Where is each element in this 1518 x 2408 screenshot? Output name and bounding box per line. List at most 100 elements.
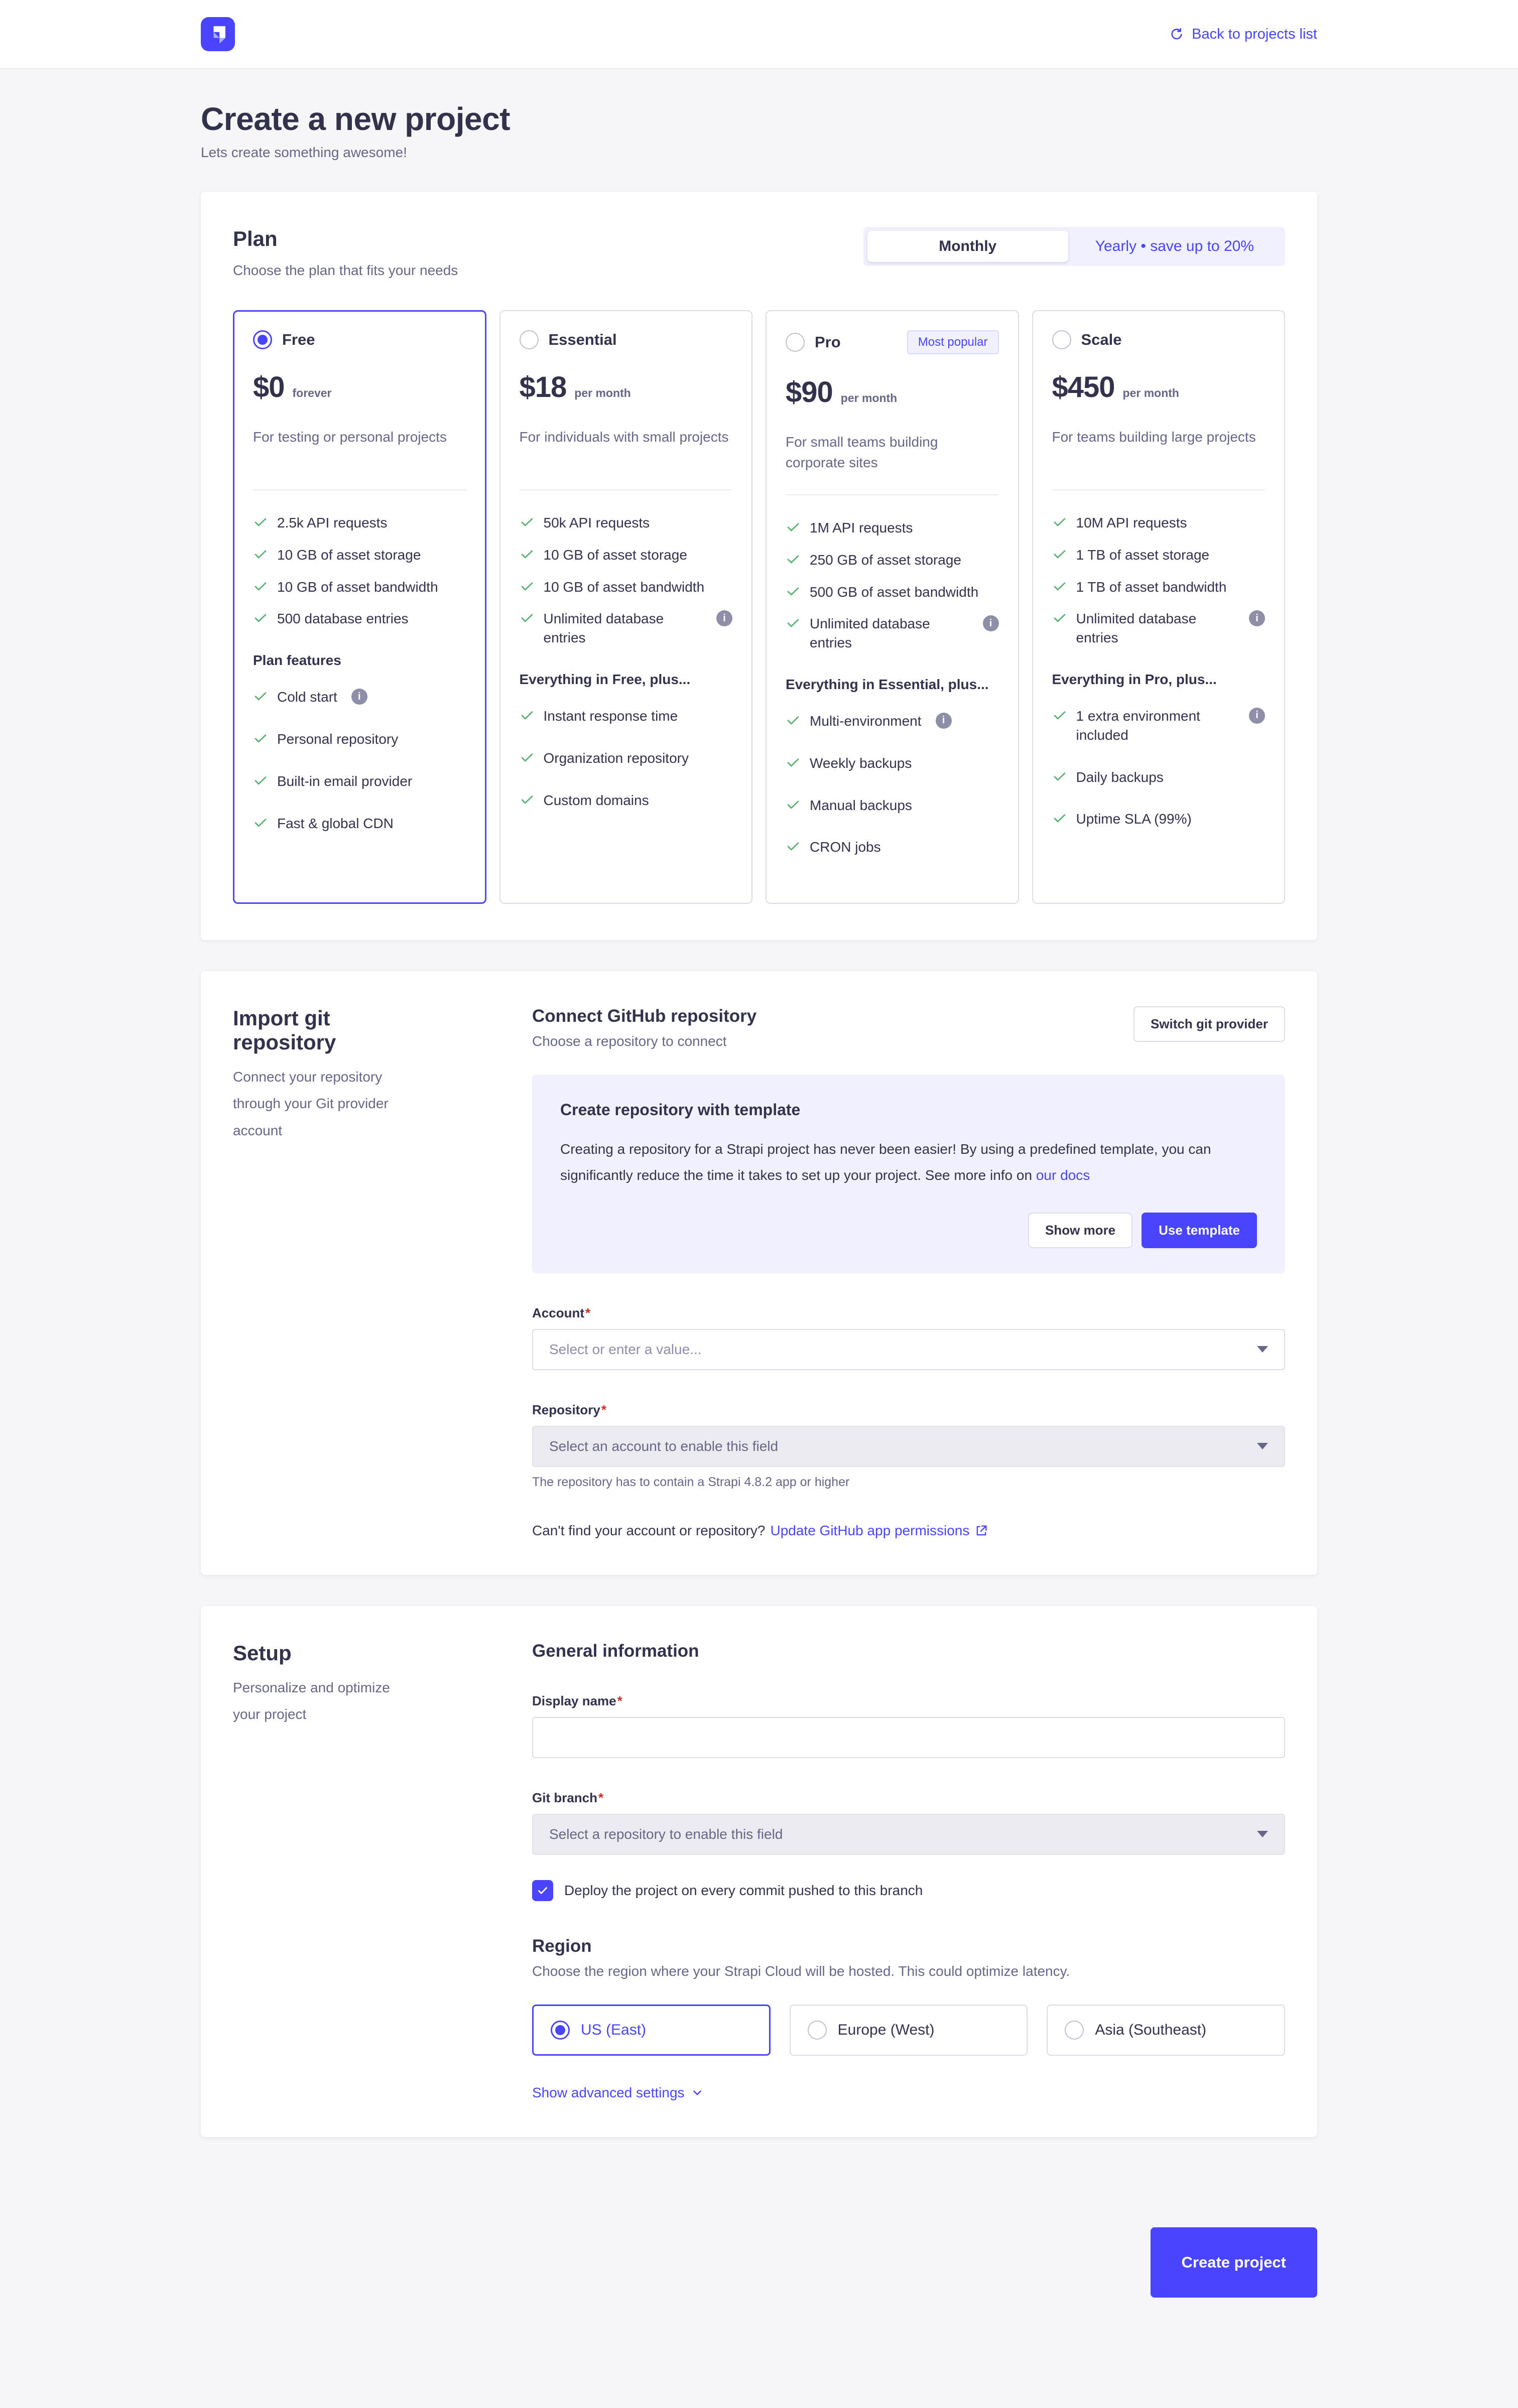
- info-icon[interactable]: i: [1249, 707, 1265, 724]
- check-icon: [521, 753, 533, 762]
- plan-feature: 10 GB of asset bandwidth: [520, 578, 733, 597]
- show-more-button[interactable]: Show more: [1028, 1212, 1133, 1248]
- repository-label: Repository*: [532, 1402, 606, 1417]
- plan-card-free[interactable]: Free $0 forever For testing or personal …: [233, 310, 486, 904]
- switch-git-provider-button[interactable]: Switch git provider: [1133, 1006, 1285, 1042]
- import-git-heading: Import git repository: [233, 1006, 336, 1054]
- plan-card-pro[interactable]: Pro Most popular $90 per month For small…: [766, 310, 1019, 904]
- git-branch-select[interactable]: Select a repository to enable this field: [532, 1813, 1285, 1855]
- region-option-asia-southeast[interactable]: Asia (Southeast): [1047, 2004, 1285, 2056]
- import-git-section: Import git repository Connect your repos…: [201, 971, 1317, 1575]
- plan-feature: 500 database entries: [253, 609, 466, 628]
- plan-heading: Plan: [233, 227, 278, 250]
- check-icon: [255, 818, 267, 827]
- check-icon: [1054, 772, 1065, 780]
- plan-card-scale[interactable]: Scale $450 per month For teams building …: [1032, 310, 1285, 904]
- info-icon[interactable]: i: [351, 689, 367, 705]
- check-icon: [521, 795, 533, 804]
- plan-extras-heading: Everything in Essential, plus...: [786, 676, 989, 692]
- billing-monthly-tab[interactable]: Monthly: [867, 231, 1068, 262]
- show-advanced-settings-link[interactable]: Show advanced settings: [532, 2085, 704, 2101]
- plan-feature: Multi-environment i: [786, 712, 999, 731]
- region-option-europe-west[interactable]: Europe (West): [789, 2004, 1028, 2056]
- account-select-placeholder: Select or enter a value...: [549, 1341, 702, 1357]
- billing-period-toggle: Monthly Yearly • save up to 20%: [863, 227, 1285, 266]
- chevron-down-icon: [1257, 1831, 1268, 1838]
- page-content: Create a new project Lets create somethi…: [0, 100, 1518, 2408]
- plan-name: Pro: [815, 333, 841, 351]
- plan-radio-scale[interactable]: [1052, 330, 1071, 349]
- template-body: Creating a repository for a Strapi proje…: [560, 1141, 1211, 1183]
- plan-price: $0: [253, 371, 285, 404]
- check-icon: [255, 776, 267, 785]
- check-icon: [1054, 614, 1065, 622]
- our-docs-link[interactable]: our docs: [1036, 1167, 1090, 1183]
- plan-card-essential[interactable]: Essential $18 per month For individuals …: [499, 310, 752, 904]
- plan-feature: 500 GB of asset bandwidth: [786, 583, 999, 602]
- divider: [519, 489, 732, 490]
- connect-github-heading: Connect GitHub repository: [532, 1006, 757, 1026]
- plan-feature: Fast & global CDN: [253, 814, 466, 833]
- check-icon: [787, 758, 799, 767]
- region-radio-europe-west[interactable]: [807, 2020, 827, 2040]
- display-name-input[interactable]: [532, 1716, 1285, 1758]
- check-icon: [1054, 814, 1065, 823]
- info-icon[interactable]: i: [716, 610, 732, 627]
- info-icon[interactable]: i: [982, 615, 999, 632]
- general-information-heading: General information: [532, 1641, 699, 1661]
- plan-feature: 50k API requests: [520, 513, 733, 532]
- check-icon: [521, 614, 533, 622]
- plan-card-description: For teams building large projects: [1052, 429, 1256, 445]
- plan-radio-essential[interactable]: [519, 330, 539, 349]
- plan-radio-pro[interactable]: [786, 333, 805, 352]
- region-radio-us-east[interactable]: [551, 2020, 570, 2040]
- checkmark-icon: [538, 1887, 547, 1894]
- required-asterisk: *: [601, 1402, 606, 1417]
- check-icon: [1054, 582, 1065, 590]
- plan-feature: Daily backups: [1052, 768, 1266, 787]
- region-option-us-east[interactable]: US (East): [532, 2004, 771, 2056]
- billing-yearly-tab[interactable]: Yearly • save up to 20%: [1095, 238, 1254, 254]
- git-branch-label: Git branch*: [532, 1790, 604, 1805]
- account-label: Account*: [532, 1305, 591, 1320]
- plan-description: Choose the plan that fits your needs: [233, 262, 458, 278]
- display-name-label: Display name*: [532, 1693, 622, 1708]
- page-header: Create a new project Lets create somethi…: [201, 100, 1317, 161]
- divider: [253, 489, 466, 490]
- footer-actions: Create project: [201, 2227, 1317, 2298]
- connect-github-description: Choose a repository to connect: [532, 1033, 727, 1049]
- account-field: Account* Select or enter a value...: [532, 1305, 1285, 1370]
- page-subtitle: Lets create something awesome!: [201, 145, 407, 160]
- top-navigation-bar: Back to projects list: [0, 0, 1518, 69]
- plan-feature: Uptime SLA (99%): [1052, 810, 1266, 829]
- check-icon: [255, 692, 267, 701]
- create-project-button[interactable]: Create project: [1150, 2227, 1317, 2298]
- repository-hint: The repository has to contain a Strapi 4…: [532, 1475, 850, 1489]
- info-icon[interactable]: i: [1249, 610, 1265, 627]
- use-template-button[interactable]: Use template: [1142, 1212, 1257, 1248]
- plan-feature: Custom domains: [520, 791, 733, 810]
- plan-card-description: For testing or personal projects: [253, 429, 447, 445]
- account-select[interactable]: Select or enter a value...: [532, 1328, 1285, 1370]
- plan-feature: 10 GB of asset storage: [520, 546, 733, 565]
- check-icon: [787, 800, 799, 809]
- region-options: US (East) Europe (West) Asia (Southeast): [532, 2004, 1285, 2056]
- info-icon[interactable]: i: [935, 712, 952, 729]
- deploy-on-commit-label: Deploy the project on every commit pushe…: [564, 1882, 923, 1898]
- plan-period: per month: [574, 386, 631, 399]
- plan-section: Plan Choose the plan that fits your need…: [201, 192, 1317, 941]
- region-description: Choose the region where your Strapi Clou…: [532, 1963, 1070, 1979]
- repository-select[interactable]: Select an account to enable this field: [532, 1425, 1285, 1467]
- check-icon: [1054, 711, 1065, 720]
- update-github-permissions-link[interactable]: Update GitHub app permissions: [770, 1523, 988, 1539]
- chevron-down-icon: [1257, 1443, 1268, 1450]
- region-radio-asia-southeast[interactable]: [1065, 2020, 1084, 2040]
- plan-radio-free[interactable]: [253, 330, 272, 349]
- back-to-projects-link[interactable]: Back to projects list: [1169, 26, 1317, 43]
- check-icon: [1054, 518, 1065, 526]
- deploy-on-commit-checkbox[interactable]: [532, 1880, 553, 1901]
- required-asterisk: *: [617, 1693, 622, 1708]
- plan-feature: Unlimited database entries i: [786, 614, 999, 652]
- plan-name: Essential: [548, 331, 617, 348]
- check-icon: [255, 614, 267, 622]
